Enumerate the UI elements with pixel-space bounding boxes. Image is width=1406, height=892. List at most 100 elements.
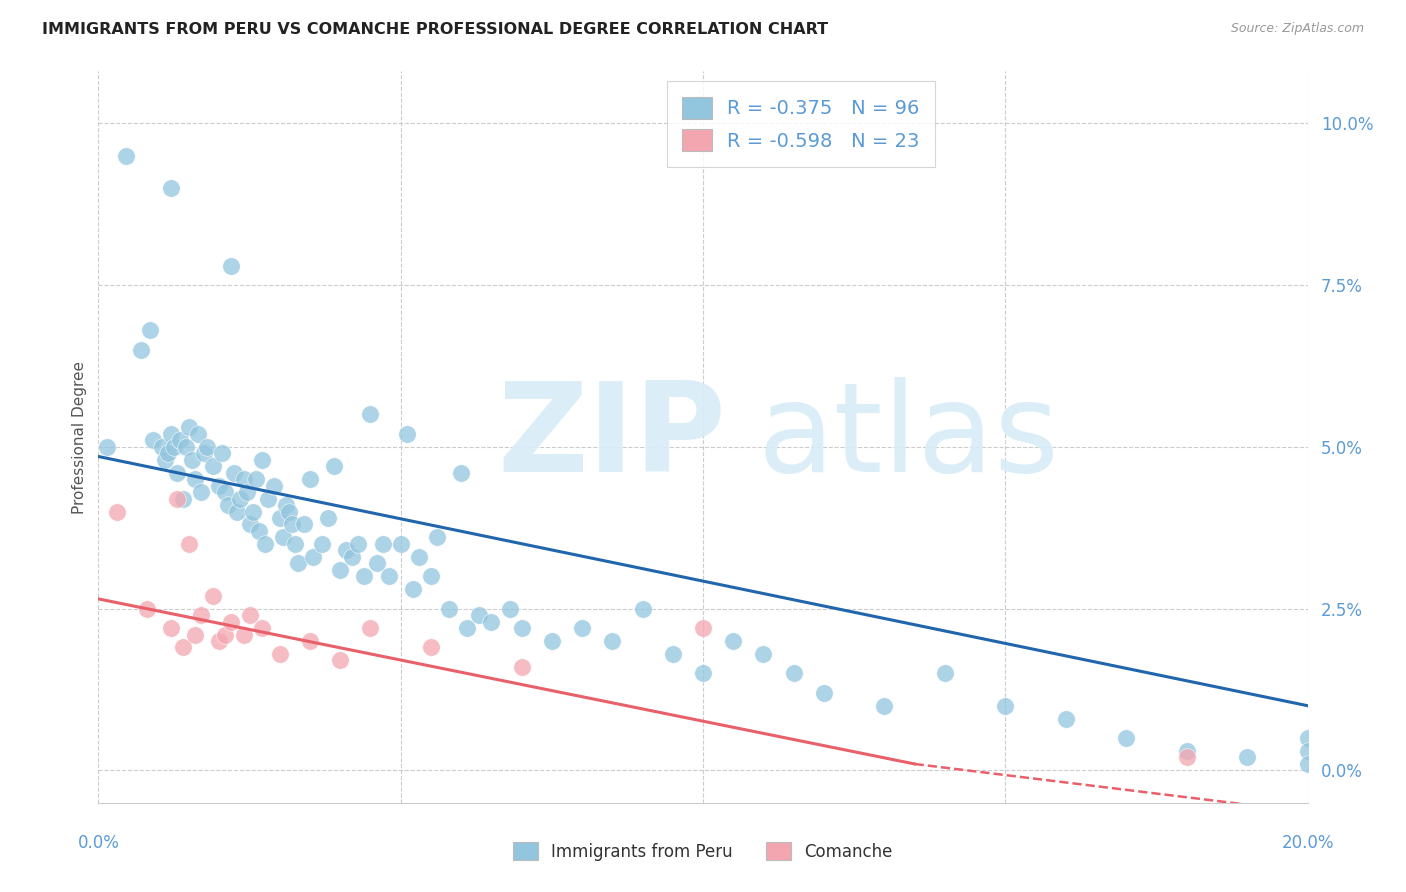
Point bbox=[184, 627, 207, 641]
Point bbox=[226, 504, 249, 518]
Point bbox=[214, 485, 236, 500]
Point bbox=[211, 446, 233, 460]
Point bbox=[541, 634, 564, 648]
Point bbox=[456, 621, 478, 635]
Point bbox=[1236, 750, 1258, 764]
Point bbox=[271, 530, 294, 544]
Point bbox=[232, 472, 254, 486]
Point bbox=[360, 621, 382, 635]
Point bbox=[302, 549, 325, 564]
Point bbox=[163, 440, 186, 454]
Point bbox=[229, 491, 252, 506]
Point bbox=[202, 459, 225, 474]
Point bbox=[153, 452, 176, 467]
Point bbox=[172, 640, 194, 655]
Point bbox=[994, 698, 1017, 713]
Point bbox=[1175, 750, 1198, 764]
Point bbox=[135, 601, 157, 615]
Point bbox=[329, 653, 352, 667]
Point bbox=[224, 466, 246, 480]
Point bbox=[250, 621, 273, 635]
Point bbox=[179, 420, 201, 434]
Point bbox=[631, 601, 654, 615]
Point bbox=[873, 698, 896, 713]
Text: atlas: atlas bbox=[758, 376, 1060, 498]
Point bbox=[208, 478, 231, 492]
Point bbox=[221, 259, 243, 273]
Point bbox=[420, 569, 443, 583]
Point bbox=[239, 517, 262, 532]
Point bbox=[105, 504, 128, 518]
Point bbox=[335, 543, 357, 558]
Y-axis label: Professional Degree: Professional Degree bbox=[72, 360, 87, 514]
Point bbox=[245, 472, 267, 486]
Point bbox=[277, 504, 299, 518]
Point bbox=[813, 686, 835, 700]
Point bbox=[214, 627, 236, 641]
Point bbox=[510, 660, 533, 674]
Point bbox=[187, 426, 209, 441]
Point bbox=[353, 569, 375, 583]
Point bbox=[420, 640, 443, 655]
Point bbox=[160, 621, 183, 635]
Point bbox=[172, 491, 194, 506]
Point bbox=[96, 440, 118, 454]
Point bbox=[150, 440, 173, 454]
Point bbox=[235, 485, 257, 500]
Point bbox=[208, 634, 231, 648]
Point bbox=[253, 537, 276, 551]
Point bbox=[571, 621, 593, 635]
Point bbox=[242, 504, 264, 518]
Point bbox=[299, 472, 322, 486]
Point bbox=[166, 466, 188, 480]
Point bbox=[193, 446, 215, 460]
Point bbox=[287, 557, 309, 571]
Point bbox=[934, 666, 956, 681]
Point bbox=[371, 537, 394, 551]
Point bbox=[217, 498, 239, 512]
Point bbox=[395, 426, 418, 441]
Point bbox=[184, 472, 207, 486]
Point bbox=[1296, 744, 1319, 758]
Legend: Immigrants from Peru, Comanche: Immigrants from Peru, Comanche bbox=[506, 836, 900, 868]
Point bbox=[247, 524, 270, 538]
Point bbox=[269, 511, 291, 525]
Point bbox=[232, 627, 254, 641]
Point bbox=[281, 517, 304, 532]
Point bbox=[316, 511, 339, 525]
Point bbox=[142, 434, 165, 448]
Point bbox=[256, 491, 278, 506]
Point bbox=[263, 478, 285, 492]
Point bbox=[481, 615, 503, 629]
Point bbox=[190, 608, 212, 623]
Point bbox=[179, 537, 201, 551]
Text: ZIP: ZIP bbox=[498, 376, 725, 498]
Point bbox=[166, 491, 188, 506]
Point bbox=[602, 634, 624, 648]
Point bbox=[292, 517, 315, 532]
Text: 20.0%: 20.0% bbox=[1281, 834, 1334, 852]
Point bbox=[160, 181, 183, 195]
Point bbox=[1115, 731, 1137, 745]
Point bbox=[156, 446, 179, 460]
Point bbox=[274, 498, 297, 512]
Text: 0.0%: 0.0% bbox=[77, 834, 120, 852]
Point bbox=[195, 440, 218, 454]
Point bbox=[752, 647, 775, 661]
Point bbox=[190, 485, 212, 500]
Point bbox=[366, 557, 388, 571]
Point bbox=[1296, 731, 1319, 745]
Point bbox=[723, 634, 745, 648]
Text: IMMIGRANTS FROM PERU VS COMANCHE PROFESSIONAL DEGREE CORRELATION CHART: IMMIGRANTS FROM PERU VS COMANCHE PROFESS… bbox=[42, 22, 828, 37]
Point bbox=[1296, 756, 1319, 771]
Point bbox=[129, 343, 152, 357]
Point bbox=[284, 537, 307, 551]
Point bbox=[692, 666, 714, 681]
Point bbox=[202, 589, 225, 603]
Point bbox=[1175, 744, 1198, 758]
Point bbox=[783, 666, 806, 681]
Point bbox=[342, 549, 364, 564]
Point bbox=[426, 530, 449, 544]
Point bbox=[468, 608, 491, 623]
Point bbox=[160, 426, 183, 441]
